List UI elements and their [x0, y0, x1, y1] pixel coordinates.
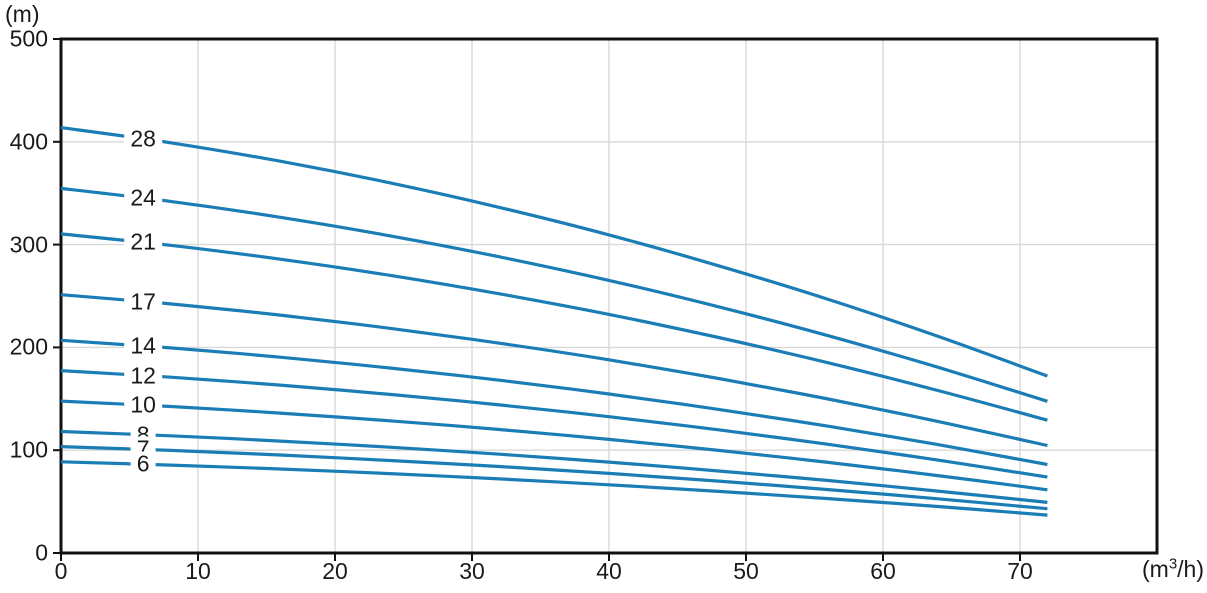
x-tick-label: 40	[596, 558, 622, 584]
curve-7	[60, 445, 1048, 511]
curve-14	[60, 338, 1048, 467]
curve-label-28: 28	[124, 126, 162, 152]
y-tick-label: 100	[9, 436, 48, 463]
curve-17	[60, 293, 1048, 448]
curve-label-14: 14	[124, 333, 162, 359]
y-tick-label: 300	[9, 231, 48, 258]
curve-label-17: 17	[124, 289, 162, 315]
x-tick-label: 10	[185, 558, 211, 584]
x-axis-unit-label: (m3/h)	[1141, 555, 1204, 582]
curve-12	[60, 369, 1048, 479]
x-axis-unit-post: /h)	[1177, 556, 1204, 582]
y-tick-label: 0	[35, 539, 48, 566]
curve-24	[60, 186, 1048, 403]
y-tick-label: 500	[9, 25, 48, 52]
y-axis-unit-label: (m)	[5, 1, 40, 27]
y-tick-label: 200	[9, 333, 48, 360]
x-tick-label: 50	[733, 558, 759, 584]
x-tick-label: 20	[322, 558, 348, 584]
curve-label-12: 12	[124, 363, 162, 389]
curve-8	[60, 429, 1048, 504]
curve-label-24: 24	[124, 185, 162, 211]
curve-label-10: 10	[124, 392, 162, 418]
curve-28	[60, 126, 1048, 378]
curve-label-21: 21	[124, 229, 162, 255]
x-tick-label: 0	[54, 558, 68, 584]
curve-10	[60, 399, 1048, 492]
x-axis-unit-sup: 3	[1168, 555, 1178, 573]
curve-6	[60, 460, 1048, 517]
x-tick-label: 30	[459, 558, 485, 584]
curve-label-6: 6	[130, 451, 156, 477]
x-axis-unit-pre: (m	[1141, 556, 1169, 582]
x-tick-label: 70	[1007, 558, 1033, 584]
y-tick-label: 400	[9, 128, 48, 155]
curve-21	[60, 232, 1048, 422]
x-tick-label: 60	[870, 558, 896, 584]
